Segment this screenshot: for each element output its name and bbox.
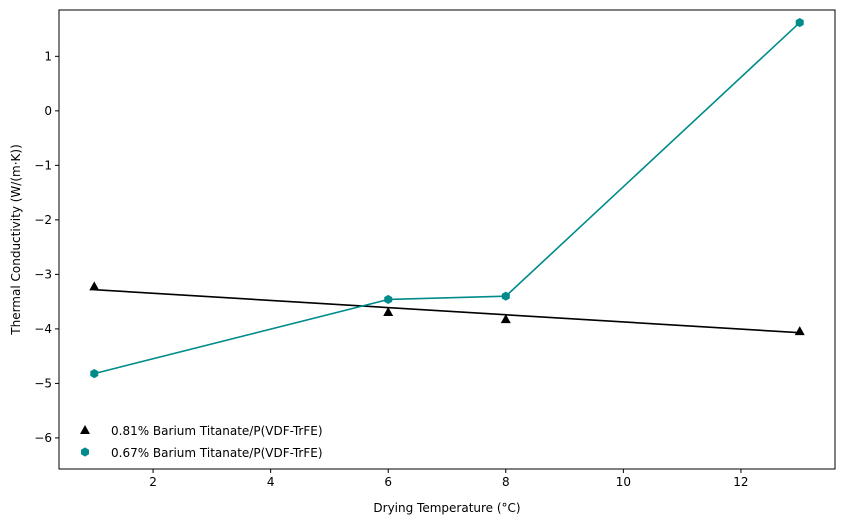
y-tick-label: 0 <box>44 104 52 118</box>
x-tick-label: 2 <box>149 475 157 489</box>
data-point-hexagon <box>795 17 804 28</box>
data-point-triangle <box>89 281 100 291</box>
x-axis: 2 4 6 8 10 12 <box>149 469 749 489</box>
x-tick-label: 12 <box>733 475 748 489</box>
data-point-triangle <box>500 314 511 324</box>
data-point-hexagon <box>384 294 393 305</box>
x-tick-label: 10 <box>616 475 631 489</box>
legend-entry-0: 0.81% Barium Titanate/P(VDF-TrFE) <box>80 424 323 438</box>
y-tick-label: −6 <box>34 431 52 445</box>
y-tick-label: 1 <box>44 49 52 63</box>
y-axis: −6 −5 −4 −3 −2 −1 0 1 <box>34 49 59 445</box>
x-axis-label: Drying Temperature (°C) <box>373 501 520 515</box>
x-tick-label: 8 <box>502 475 510 489</box>
legend: 0.81% Barium Titanate/P(VDF-TrFE) 0.67% … <box>80 424 323 460</box>
legend-marker-triangle <box>80 425 90 434</box>
axes-frame <box>58 9 836 470</box>
legend-marker-hexagon <box>81 447 89 457</box>
legend-entry-1: 0.67% Barium Titanate/P(VDF-TrFE) <box>81 446 323 460</box>
plot-area <box>89 17 805 379</box>
data-point-triangle <box>794 326 805 336</box>
data-point-triangle <box>383 307 394 317</box>
trend-line <box>94 288 800 334</box>
y-tick-label: −2 <box>34 213 52 227</box>
y-tick-label: −1 <box>34 158 52 172</box>
y-tick-label: −5 <box>34 376 52 390</box>
x-tick-label: 6 <box>384 475 392 489</box>
data-point-hexagon <box>501 291 510 301</box>
y-tick-label: −4 <box>34 322 52 336</box>
legend-label: 0.67% Barium Titanate/P(VDF-TrFE) <box>111 446 323 460</box>
y-tick-label: −3 <box>34 267 52 281</box>
series-line <box>94 21 801 375</box>
legend-label: 0.81% Barium Titanate/P(VDF-TrFE) <box>111 424 323 438</box>
data-point-hexagon <box>90 369 99 379</box>
y-axis-label: Thermal Conductivity (W/(m·K)) <box>9 144 23 335</box>
x-tick-label: 4 <box>267 475 275 489</box>
